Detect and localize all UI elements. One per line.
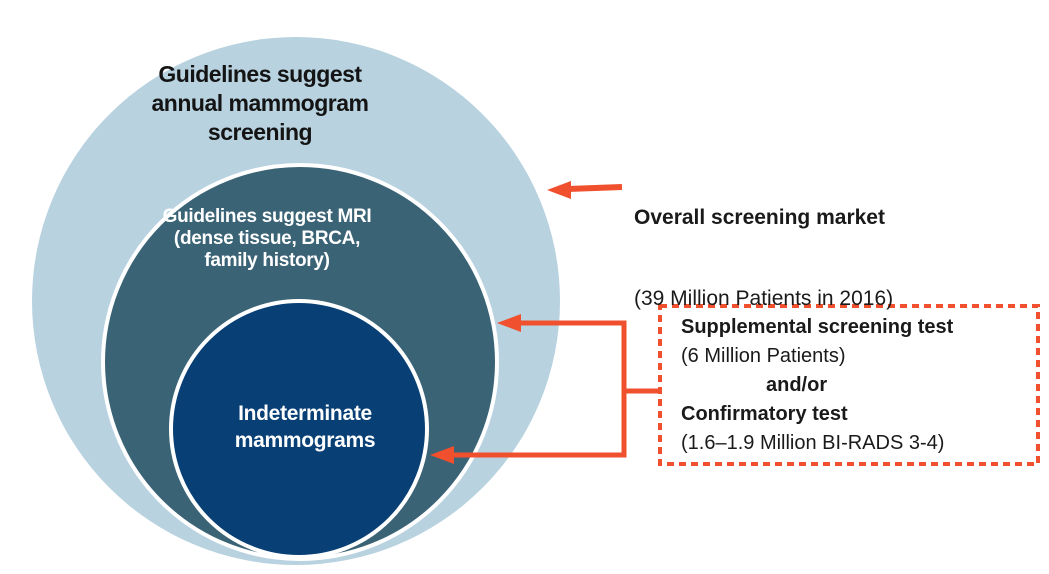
callout-line-supplemental-patients: (6 Million Patients) (681, 345, 846, 367)
outer-circle-label: Guidelines suggest annual mammogram scre… (151, 61, 369, 145)
callout-box-border (658, 304, 1040, 466)
overall-market-arrow (547, 181, 623, 199)
overall-arrow-shaft (567, 184, 623, 192)
callout-box-text: Supplemental screening test (6 Million P… (681, 313, 953, 458)
callout-line-confirmatory-patients: (1.6–1.9 Million BI-RADS 3-4) (681, 432, 945, 454)
arrowhead-left-icon (547, 181, 571, 199)
middle-circle-label: Guidelines suggest MRI (dense tissue, BR… (162, 206, 372, 271)
overall-market-subtitle: (39 Million Patients in 2016) (634, 287, 894, 310)
overall-market-annotation: Overall screening market (39 Million Pat… (634, 150, 893, 366)
callout-connector (430, 314, 658, 464)
arrowhead-left-icon (497, 314, 521, 332)
overall-market-title: Overall screening market (634, 206, 885, 229)
callout-line-confirmatory: Confirmatory test (681, 403, 848, 425)
inner-circle-indeterminate (169, 299, 429, 559)
inner-circle-label: Indeterminate mammograms (234, 402, 376, 452)
callout-line-supplemental: Supplemental screening test (681, 316, 954, 338)
callout-line-andor: and/or (766, 374, 828, 396)
arrowhead-left-icon (430, 446, 454, 464)
